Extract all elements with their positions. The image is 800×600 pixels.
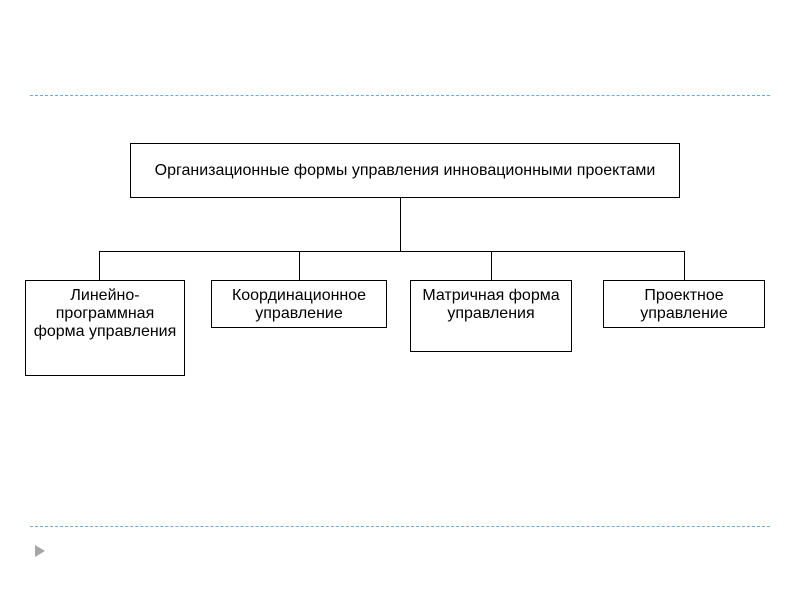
divider-0	[30, 95, 770, 96]
connector-drop-2	[491, 251, 492, 280]
play-icon	[35, 545, 45, 557]
child-node-3: Проектное управление	[603, 280, 765, 328]
child-node-1: Координационное управление	[211, 280, 387, 328]
child-label-3: Проектное управление	[610, 287, 758, 323]
child-label-2: Матричная форма управления	[417, 287, 565, 323]
root-label: Организационные формы управления инновац…	[155, 162, 656, 180]
root-node: Организационные формы управления инновац…	[130, 143, 680, 198]
connector-drop-1	[299, 251, 300, 280]
connector-drop-0	[99, 251, 100, 280]
child-node-2: Матричная форма управления	[410, 280, 572, 352]
child-label-0: Линейно-программная форма управления	[32, 287, 178, 341]
connector-drop-3	[684, 251, 685, 280]
child-label-1: Координационное управление	[218, 287, 380, 323]
child-node-0: Линейно-программная форма управления	[25, 280, 185, 376]
connector-bus	[99, 251, 684, 252]
connector-stem	[400, 198, 401, 251]
divider-1	[30, 526, 770, 527]
